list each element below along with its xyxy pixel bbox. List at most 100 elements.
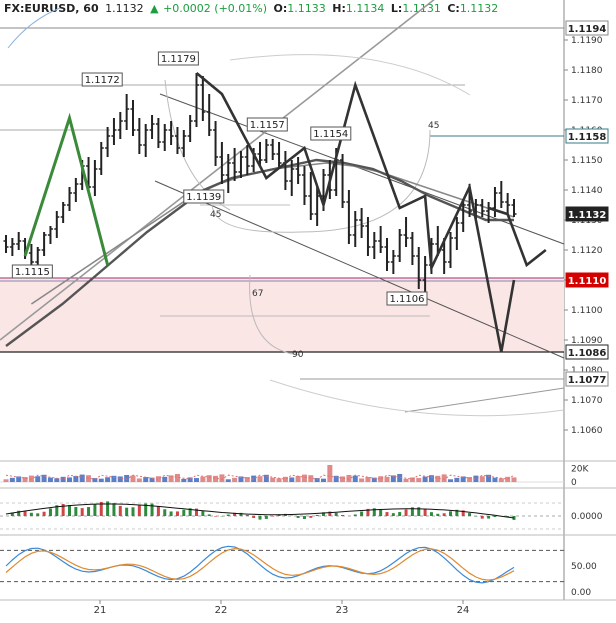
volume-bar bbox=[435, 475, 441, 482]
price-bar bbox=[378, 226, 384, 253]
price-bar bbox=[187, 115, 193, 142]
price-tag: 1.1110 bbox=[565, 272, 609, 288]
volume-bar bbox=[16, 476, 22, 482]
price-tag-text: 1.1110 bbox=[568, 276, 607, 287]
time-tick-label: 23 bbox=[336, 605, 349, 616]
time-tick-label: 24 bbox=[457, 605, 470, 616]
point-label-box: 1.1154 bbox=[310, 126, 352, 141]
price-bar bbox=[136, 118, 142, 154]
volume-bar bbox=[168, 475, 174, 482]
price-bar bbox=[41, 232, 47, 256]
volume-bar bbox=[149, 477, 155, 482]
macd-histogram-bar bbox=[302, 516, 306, 520]
macd-histogram-bar bbox=[264, 516, 268, 519]
macd-histogram-bar bbox=[449, 511, 452, 516]
macd-histogram-bar bbox=[391, 513, 395, 516]
macd-histogram-bar bbox=[417, 507, 421, 516]
macd-histogram-bar bbox=[61, 503, 65, 516]
price-tag-box bbox=[565, 344, 609, 360]
volume-bar bbox=[257, 476, 263, 482]
macd-histogram-bar bbox=[29, 512, 33, 516]
price-bar bbox=[409, 232, 415, 265]
price-tick-label: 1.1140 bbox=[571, 186, 603, 196]
macd-histogram-bar bbox=[252, 516, 256, 518]
price-bar bbox=[213, 121, 219, 166]
price-bar bbox=[448, 232, 453, 268]
point-label-frame bbox=[157, 51, 199, 66]
time-tick-label: 22 bbox=[215, 605, 228, 616]
volume-bar bbox=[384, 476, 390, 482]
price-bar bbox=[206, 94, 212, 136]
volume-bar bbox=[498, 478, 504, 482]
macd-histogram-bar bbox=[150, 503, 154, 516]
price-tag: 1.1194 bbox=[565, 20, 609, 36]
volume-bar bbox=[187, 477, 193, 482]
chart-header: FX:EURUSD, 60 1.1132 ▲ +0.0002 (+0.01%) … bbox=[4, 2, 498, 15]
macd-histogram-bar bbox=[239, 512, 243, 516]
volume-bar bbox=[321, 478, 326, 482]
volume-bar bbox=[492, 477, 498, 482]
macd-histogram-bar bbox=[423, 509, 427, 516]
price-tag-box bbox=[565, 272, 609, 288]
macd-histogram-bar bbox=[334, 512, 338, 516]
support-zone bbox=[0, 278, 564, 352]
macd-histogram-bar bbox=[125, 507, 129, 516]
volume-bar bbox=[54, 478, 60, 482]
price-bar bbox=[200, 76, 206, 121]
volume-bar bbox=[390, 475, 396, 482]
price-tick-label: 1.1090 bbox=[571, 336, 603, 346]
macd-histogram-bar bbox=[68, 504, 71, 516]
volume-bar bbox=[486, 474, 492, 482]
macd-histogram-bar bbox=[385, 512, 389, 516]
zigzag-line bbox=[195, 71, 516, 353]
price-bar bbox=[225, 154, 231, 193]
price-bar bbox=[238, 151, 244, 178]
volume-bar bbox=[200, 476, 206, 482]
volume-bar bbox=[92, 478, 98, 482]
price-bar bbox=[263, 139, 269, 163]
volume-bar bbox=[479, 476, 485, 482]
trend-line-bottom bbox=[404, 387, 565, 413]
volume-bar bbox=[174, 473, 180, 482]
point-label-frame bbox=[183, 189, 225, 204]
volume-bar bbox=[136, 478, 142, 482]
axes: 1.11901.11801.11701.11601.11501.11401.11… bbox=[94, 20, 609, 616]
price-bar bbox=[219, 142, 225, 184]
green-wave-line bbox=[23, 112, 110, 266]
volume-bar bbox=[206, 475, 212, 482]
macd-histogram-bar bbox=[156, 505, 160, 516]
uptrend-line bbox=[0, 0, 435, 341]
price-bar bbox=[403, 217, 409, 247]
macd-histogram-bar bbox=[493, 516, 497, 518]
price-tag-box bbox=[565, 128, 609, 144]
price-bar bbox=[181, 130, 187, 157]
price-tick-label: 1.1070 bbox=[571, 396, 603, 406]
price-bar bbox=[117, 112, 123, 139]
macd-histogram-bar bbox=[74, 507, 78, 516]
macd-histogram-bar bbox=[322, 512, 325, 516]
volume-bar bbox=[448, 479, 453, 482]
volume-bar bbox=[282, 476, 288, 482]
point-label-text: 1.1172 bbox=[85, 75, 120, 86]
price-bar bbox=[340, 154, 346, 208]
volume-bar bbox=[403, 478, 409, 482]
macd-histogram-bar bbox=[379, 509, 383, 516]
price-bar bbox=[359, 208, 365, 238]
price-bar bbox=[479, 199, 485, 217]
price-bar bbox=[505, 193, 511, 214]
price-bar bbox=[295, 157, 301, 184]
volume-bar bbox=[232, 477, 238, 482]
macd-histogram-bar bbox=[429, 512, 433, 516]
macd-histogram-bar bbox=[296, 516, 300, 518]
macd-histogram-bar bbox=[131, 507, 135, 516]
point-label-box: 1.1139 bbox=[183, 189, 225, 204]
price-bar bbox=[54, 211, 60, 238]
volume-bar bbox=[467, 477, 473, 482]
macd-line bbox=[5, 503, 515, 519]
volume-bar bbox=[505, 476, 511, 482]
macd-histogram-bar bbox=[55, 505, 59, 516]
macd-histogram-bar bbox=[258, 516, 262, 520]
point-label-text: 1.1115 bbox=[15, 267, 50, 278]
stoch-d-line bbox=[5, 547, 515, 581]
